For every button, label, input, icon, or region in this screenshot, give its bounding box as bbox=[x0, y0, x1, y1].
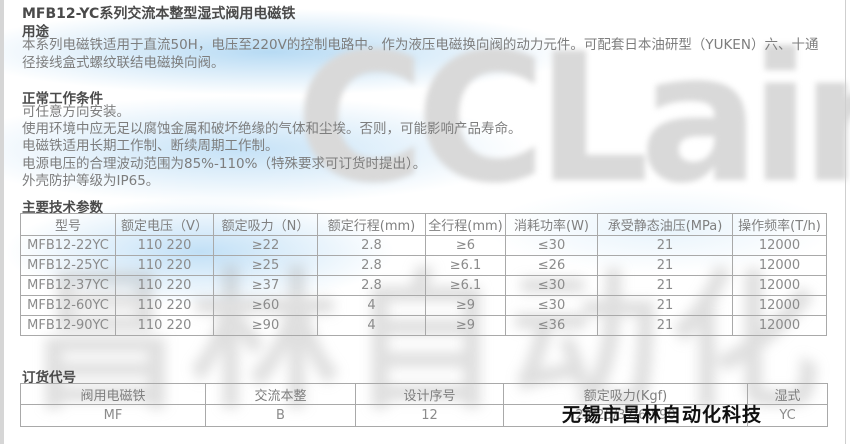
specs-col-power: 消耗功率(W) bbox=[505, 213, 598, 236]
usage-heading: 用途 bbox=[22, 24, 49, 40]
spec-cell: ≥37 bbox=[213, 275, 318, 296]
ordering-cell: 22/25/37/60/90 bbox=[503, 404, 748, 427]
ordering-col-solenoid: 阀用电磁铁 bbox=[20, 383, 206, 405]
spec-cell: ≥6.1 bbox=[425, 275, 506, 296]
table-row: MFB12-37YC 110 220 ≥37 2.8 ≥6.1 ≤30 21 1… bbox=[20, 275, 827, 296]
condition-line: 电磁铁适用长期工作制、断续周期工作制。 bbox=[22, 138, 279, 154]
spec-cell: 21 bbox=[597, 315, 733, 336]
spec-cell: ≥25 bbox=[213, 255, 318, 276]
spec-cell: 2.8 bbox=[317, 255, 426, 276]
spec-cell: MFB12-22YC bbox=[20, 235, 116, 256]
spec-cell: 12000 bbox=[732, 315, 827, 336]
spec-cell: 12000 bbox=[732, 275, 827, 296]
spec-cell: ≥22 bbox=[213, 235, 318, 256]
specs-col-frequency: 操作频率(T/h) bbox=[732, 213, 827, 236]
spec-cell: MFB12-90YC bbox=[20, 315, 116, 336]
specs-table: 型号 额定电压（V） 额定吸力（N） 额定行程(mm) 全行程(mm) 消耗功率… bbox=[20, 213, 827, 336]
ordering-col-wet-type: 湿式 bbox=[747, 383, 828, 405]
specs-header-row: 型号 额定电压（V） 额定吸力（N） 额定行程(mm) 全行程(mm) 消耗功率… bbox=[20, 213, 827, 236]
spec-cell: 21 bbox=[597, 235, 733, 256]
conditions-heading: 正常工作条件 bbox=[22, 91, 103, 107]
spec-cell: ≥6.1 bbox=[425, 255, 506, 276]
spec-cell: 12000 bbox=[732, 255, 827, 276]
spec-cell: 110 220 bbox=[115, 235, 214, 256]
table-row: MFB12-25YC 110 220 ≥25 2.8 ≥6.1 ≤26 21 1… bbox=[20, 255, 827, 276]
spec-cell: 4 bbox=[317, 315, 426, 336]
table-row: MFB12-90YC 110 220 ≥90 4 ≥9 ≤36 21 12000 bbox=[20, 315, 827, 336]
spec-cell: 21 bbox=[597, 255, 733, 276]
table-row: MFB12-60YC 110 220 ≥60 4 ≥9 ≤30 21 12000 bbox=[20, 295, 827, 316]
spec-cell: ≤30 bbox=[505, 275, 598, 296]
specs-col-full-stroke: 全行程(mm) bbox=[425, 213, 506, 236]
spec-cell: 110 220 bbox=[115, 275, 214, 296]
spec-cell: 110 220 bbox=[115, 255, 214, 276]
ordering-cell: B bbox=[205, 404, 356, 427]
ordering-cell: YC bbox=[747, 404, 828, 427]
spec-cell: ≥90 bbox=[213, 315, 318, 336]
watermark-latin: CCLair bbox=[295, 15, 850, 222]
spec-cell: 12000 bbox=[732, 235, 827, 256]
spec-cell: 21 bbox=[597, 275, 733, 296]
ordering-heading: 订货代号 bbox=[22, 370, 76, 386]
condition-line: 电源电压的合理波动范围为85%-110%（特殊要求可订货时提出）。 bbox=[22, 156, 427, 172]
spec-cell: ≤26 bbox=[505, 255, 598, 276]
spec-cell: ≤30 bbox=[505, 235, 598, 256]
ordering-code-table: 阀用电磁铁 交流本整 设计序号 额定吸力(Kgf) 湿式 MF B 12 22/… bbox=[20, 383, 828, 427]
condition-line: 可任意方向安装。 bbox=[22, 104, 130, 120]
specs-col-voltage: 额定电压（V） bbox=[115, 213, 214, 236]
condition-line: 外壳防护等级为IP65。 bbox=[22, 173, 160, 189]
specs-col-model: 型号 bbox=[20, 213, 116, 236]
spec-cell: ≤36 bbox=[505, 315, 598, 336]
spec-cell: MFB12-37YC bbox=[20, 275, 116, 296]
ordering-col-ac-type: 交流本整 bbox=[205, 383, 356, 405]
spec-cell: 21 bbox=[597, 295, 733, 316]
table-row: MF B 12 22/25/37/60/90 YC bbox=[20, 404, 828, 427]
spec-cell: MFB12-60YC bbox=[20, 295, 116, 316]
specs-col-static-pressure: 承受静态油压(MPa) bbox=[597, 213, 733, 236]
specs-col-force: 额定吸力（N） bbox=[213, 213, 318, 236]
ordering-cell: MF bbox=[20, 404, 206, 427]
spec-cell: ≥9 bbox=[425, 315, 506, 336]
page-left-border bbox=[0, 0, 4, 444]
ordering-cell: 12 bbox=[355, 404, 504, 427]
spec-cell: 110 220 bbox=[115, 315, 214, 336]
condition-line: 使用环境中应无足以腐蚀金属和破坏绝缘的气体和尘埃。否则，可能影响产品寿命。 bbox=[22, 121, 522, 137]
conditions-list: 可任意方向安装。 使用环境中应无足以腐蚀金属和破坏绝缘的气体和尘埃。否则，可能影… bbox=[22, 104, 822, 190]
spec-cell: ≥9 bbox=[425, 295, 506, 316]
specs-heading: 主要技术参数 bbox=[22, 200, 103, 216]
spec-cell: 110 220 bbox=[115, 295, 214, 316]
spec-cell: 2.8 bbox=[317, 275, 426, 296]
spec-cell: MFB12-25YC bbox=[20, 255, 116, 276]
specs-col-rated-stroke: 额定行程(mm) bbox=[317, 213, 426, 236]
table-row: MFB12-22YC 110 220 ≥22 2.8 ≥6 ≤30 21 120… bbox=[20, 235, 827, 256]
ordering-col-design-no: 设计序号 bbox=[355, 383, 504, 405]
page-title: MFB12-YC系列交流本整型湿式阀用电磁铁 bbox=[22, 6, 296, 22]
spec-cell: 4 bbox=[317, 295, 426, 316]
spec-cell: ≥6 bbox=[425, 235, 506, 256]
spec-cell: ≤30 bbox=[505, 295, 598, 316]
usage-paragraph: 本系列电磁铁适用于直流50H，电压至220V的控制电路中。作为液压电磁换向阀的动… bbox=[22, 37, 819, 71]
page-right-border bbox=[845, 0, 846, 444]
company-brand-text: 无锡市昌林自动化科技 bbox=[562, 404, 763, 426]
spec-cell: 12000 bbox=[732, 295, 827, 316]
spec-cell: 2.8 bbox=[317, 235, 426, 256]
spec-cell: ≥60 bbox=[213, 295, 318, 316]
